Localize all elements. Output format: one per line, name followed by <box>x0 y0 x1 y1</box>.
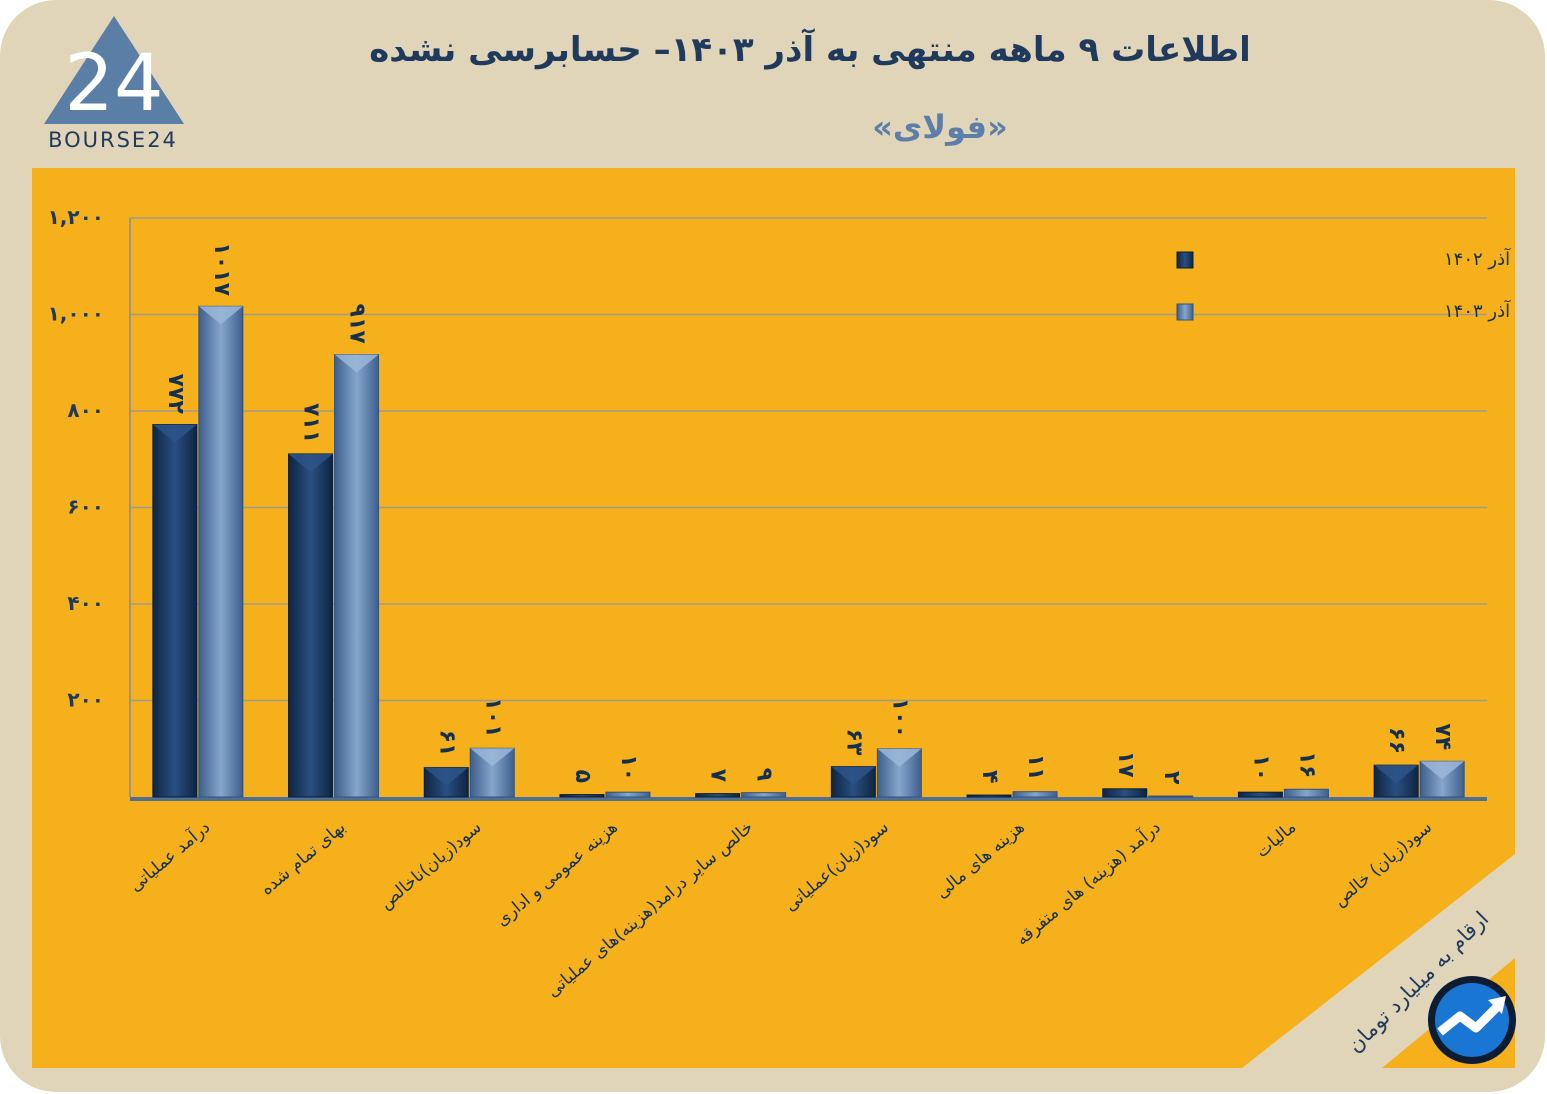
y-tick-label: ۸۰۰ <box>67 398 104 422</box>
y-tick-label: ۱,۲۰۰ <box>48 205 104 229</box>
bar-1402 <box>966 794 1012 798</box>
bar-bevel <box>831 766 876 785</box>
bar-1403 <box>1012 791 1058 798</box>
bar-1402 <box>1237 791 1283 798</box>
bar-1402 <box>559 794 605 798</box>
data-label: ۶۶ <box>1384 727 1409 754</box>
bar-1403 <box>198 305 244 798</box>
y-tick-label: ۶۰۰ <box>67 495 104 519</box>
data-label: ۵ <box>570 770 595 783</box>
data-label: ۱۷ <box>1113 751 1138 778</box>
data-label: ۷۷۲ <box>163 374 188 415</box>
chart-title: اطلاعات ۹ ماهه منتهی به آذر ۱۴۰۳– حسابرس… <box>369 30 1251 70</box>
data-label: ۴ <box>977 770 1002 783</box>
bar-bevel <box>198 306 243 325</box>
y-tick-label: ۱,۰۰۰ <box>48 302 104 326</box>
data-label: ۱۰۰ <box>887 698 912 738</box>
bar-bevel <box>288 453 333 472</box>
legend-entry: عملکرد منتهی به آذر ۱۴۰۳ <box>1444 299 1515 322</box>
logo-text: BOURSE24 <box>48 128 178 152</box>
svg-text:24: 24 <box>64 39 163 129</box>
bar-1403 <box>605 791 651 798</box>
data-label: ۶۳ <box>841 729 866 756</box>
trend-up-arrow-icon <box>1428 976 1516 1064</box>
legend: عملکرد منتهی به آذر ۱۴۰۲ عملکرد منتهی به … <box>1176 247 1515 322</box>
x-axis <box>130 797 1487 801</box>
data-label: ۱۱ <box>1023 754 1048 781</box>
bar-bevel <box>470 748 515 767</box>
data-label: ۷۱۱ <box>299 403 324 443</box>
y-tick-label: ۲۰۰ <box>67 688 104 712</box>
bar-bevel <box>1374 765 1419 784</box>
chart-panel: ۲۰۰ ۴۰۰ ۶۰۰ ۸۰۰ ۱,۰۰۰ ۱,۲۰۰ ۷۷۲ ۱۰۱۷ ۷۱۱ ۹۱۷ ۶۱ ۱۰… <box>32 168 1515 1068</box>
data-label: ۷ <box>706 769 731 783</box>
bar-bevel <box>334 354 379 373</box>
bar-1403 <box>1283 788 1329 798</box>
y-tick-label: ۴۰۰ <box>67 591 104 615</box>
data-label: ۲ <box>1159 771 1184 785</box>
data-label: ۱۰۱ <box>480 697 505 737</box>
chart-subtitle: «فولای» <box>872 108 1008 146</box>
data-label: ۶۱ <box>434 730 459 757</box>
bar-1403 <box>334 354 380 798</box>
data-label: ۱۰ <box>1248 754 1273 781</box>
bourse24-logo: 24 <box>44 16 184 129</box>
bar-bevel <box>152 424 197 443</box>
data-label: ۱۰۱۷ <box>209 242 234 296</box>
data-label: ۹ <box>752 768 777 781</box>
bar-1403 <box>1148 795 1194 798</box>
data-label: ۱۶ <box>1294 751 1319 778</box>
bar-1402 <box>152 424 198 798</box>
data-label: ۷۴ <box>1430 723 1455 750</box>
legend-swatch <box>1176 303 1194 321</box>
bar-1403 <box>741 792 787 798</box>
bar-bevel <box>424 767 469 786</box>
bar-bevel <box>877 748 922 767</box>
data-label: ۱۰ <box>616 754 641 781</box>
legend-entry: عملکرد منتهی به آذر ۱۴۰۲ <box>1444 247 1515 270</box>
bar-bevel <box>1420 761 1465 780</box>
legend-swatch <box>1176 251 1194 269</box>
bar-1402 <box>288 453 334 798</box>
bar-1402 <box>1102 788 1148 798</box>
data-label: ۹۱۷ <box>345 304 370 345</box>
bar-1402 <box>695 793 741 798</box>
